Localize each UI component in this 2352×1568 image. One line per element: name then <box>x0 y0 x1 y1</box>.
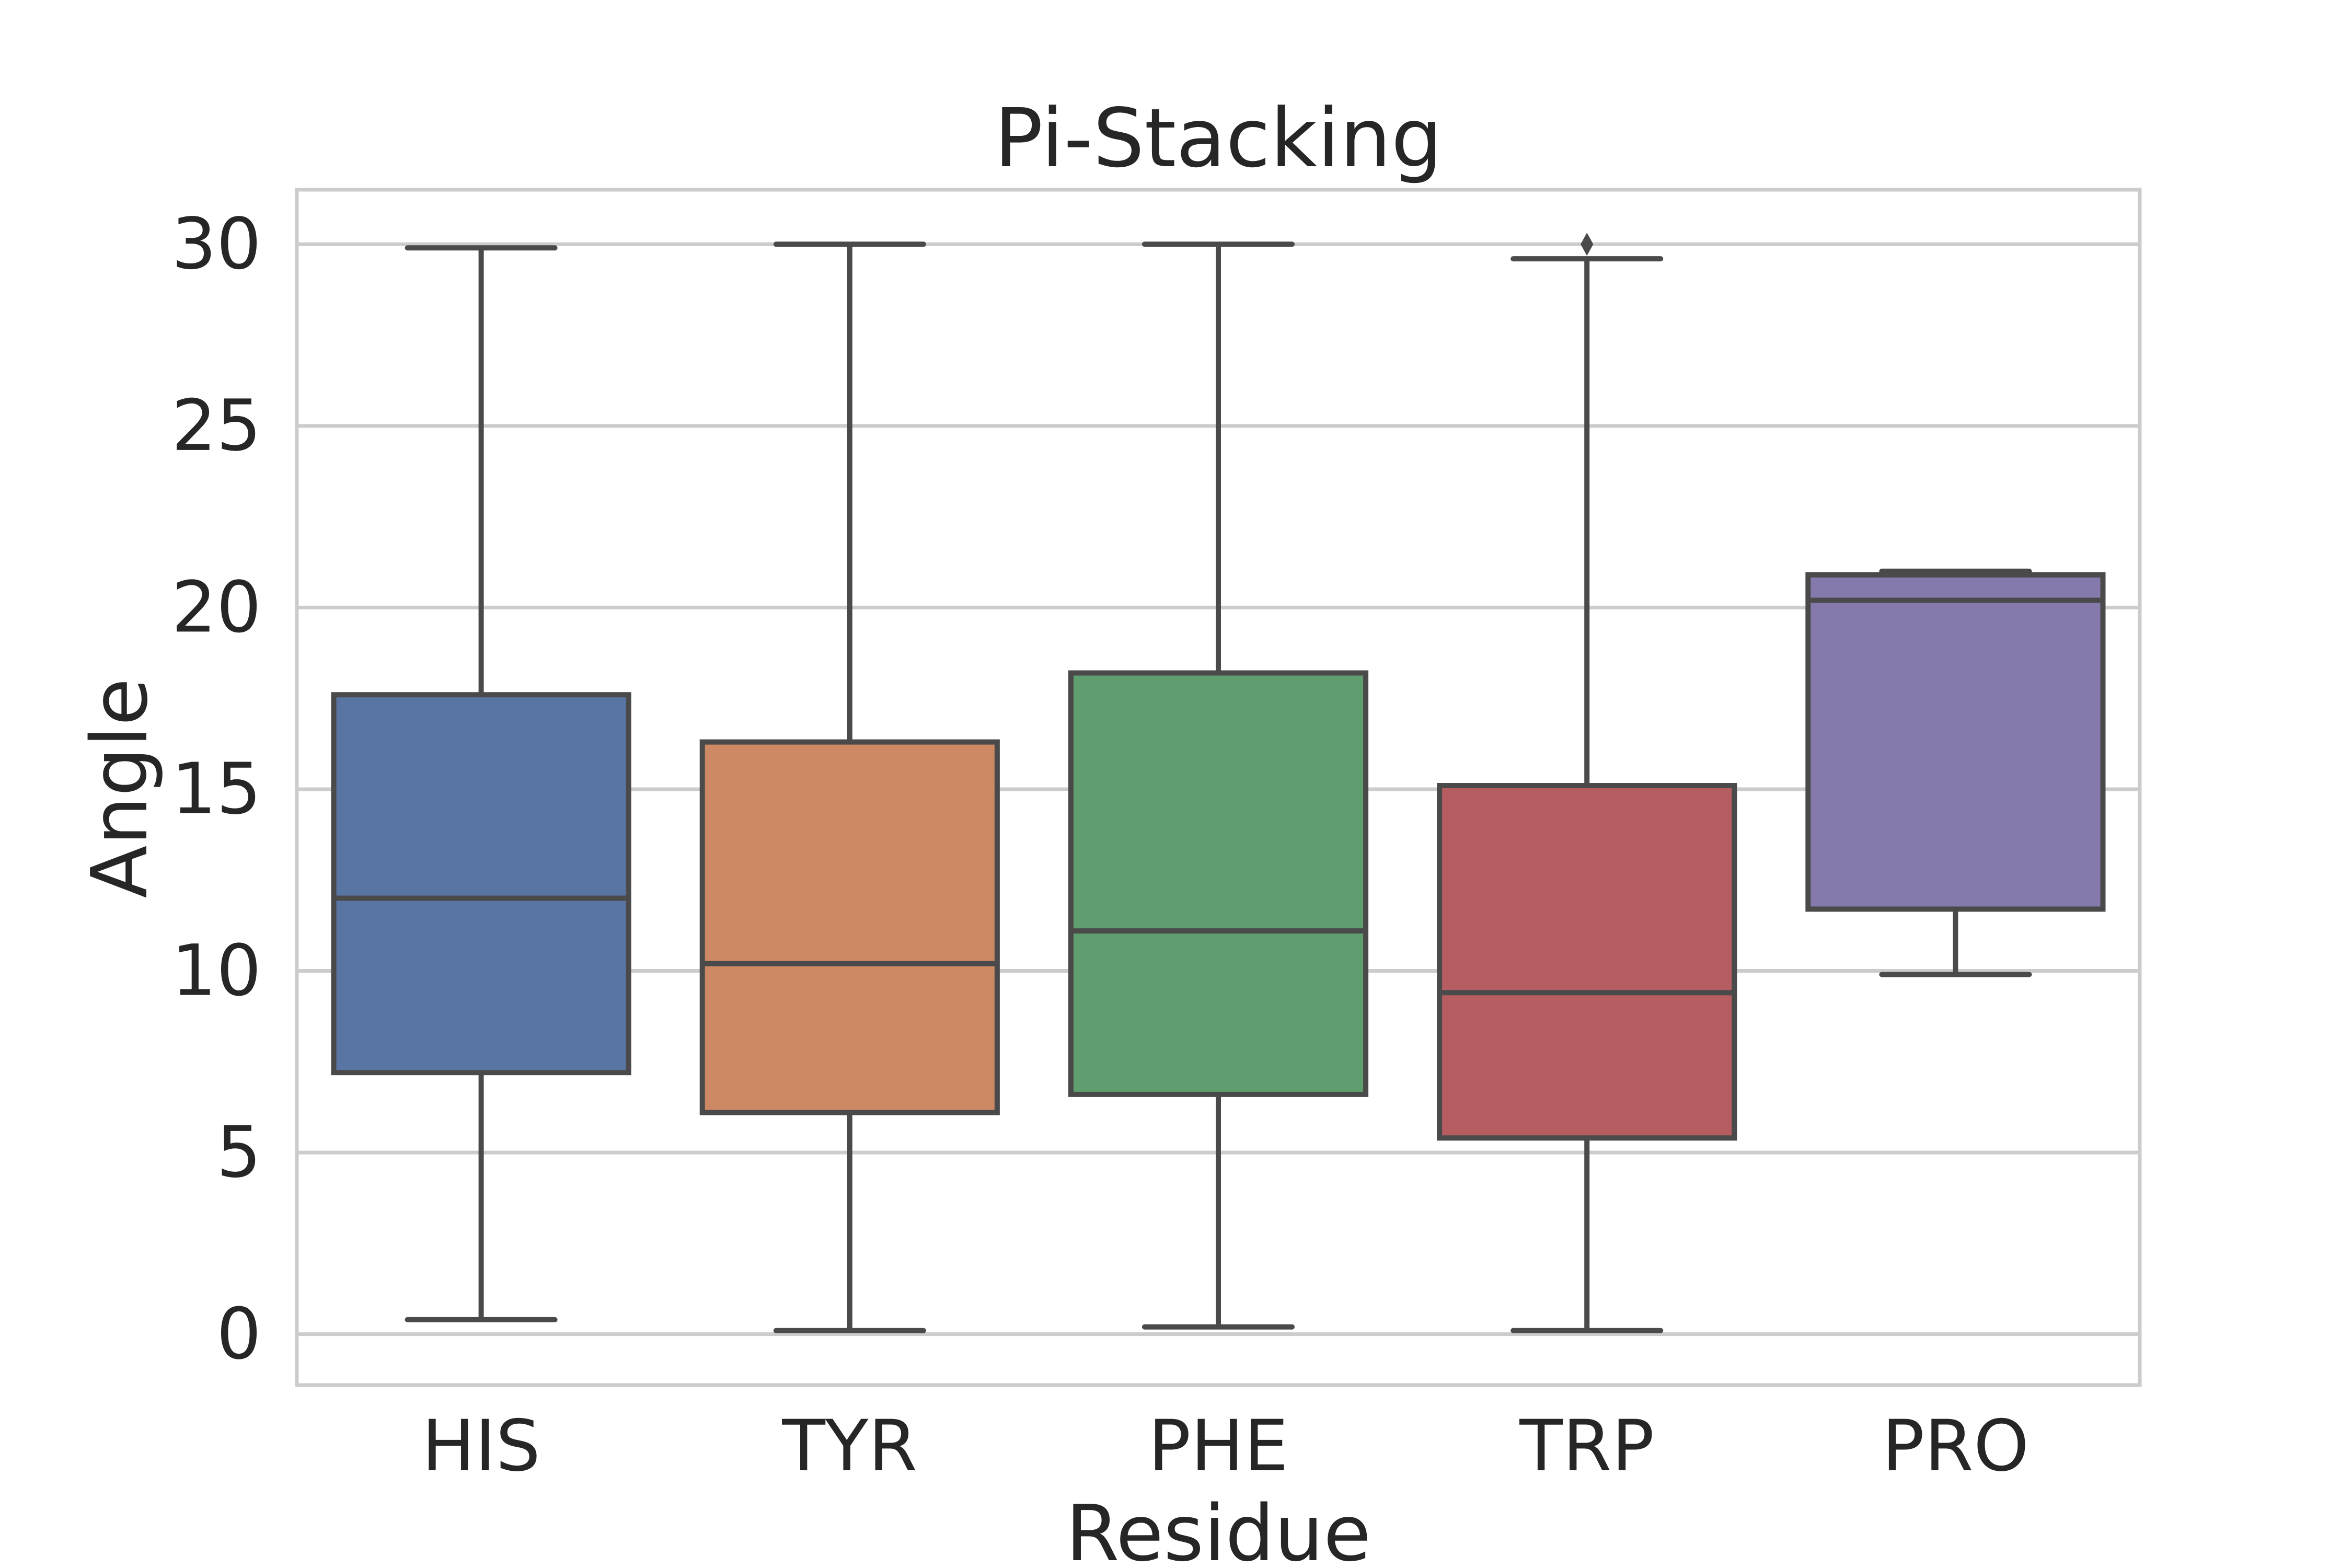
x-tick-label: PRO <box>1882 1405 2029 1487</box>
plot-area-frame <box>295 188 2142 1387</box>
box-iqr-tyr <box>699 739 1000 1115</box>
box-pro <box>1805 568 2106 977</box>
y-tick-label: 10 <box>171 930 261 1012</box>
box-iqr-phe <box>1068 670 1369 1097</box>
box-trp <box>1437 233 1737 1333</box>
box-tyr <box>699 241 1000 1333</box>
y-tick-label: 5 <box>216 1111 261 1193</box>
y-tick-labels: 0 5 10 15 20 25 30 <box>171 203 261 1375</box>
y-tick-label: 15 <box>171 748 261 830</box>
y-tick-label: 30 <box>171 203 261 285</box>
box-plots <box>331 233 2106 1333</box>
x-tick-label: HIS <box>422 1405 540 1487</box>
box-iqr-trp <box>1437 783 1737 1141</box>
x-tick-labels: HIS TYR PHE TRP PRO <box>422 1405 2029 1487</box>
y-tick-label: 25 <box>171 385 261 467</box>
x-tick-label: TYR <box>781 1405 917 1487</box>
box-phe <box>1068 241 1369 1330</box>
outlier-trp <box>1581 233 1594 256</box>
x-tick-label: TRP <box>1519 1405 1654 1487</box>
chart-title: Pi-Stacking <box>994 91 1443 186</box>
box-iqr-pro <box>1805 572 2106 912</box>
x-axis-label: Residue <box>1066 1489 1371 1568</box>
y-tick-label: 20 <box>171 566 261 648</box>
y-tick-label: 0 <box>216 1293 261 1375</box>
x-tick-label: PHE <box>1148 1405 1288 1487</box>
box-his <box>331 245 631 1322</box>
y-axis-label: Angle <box>75 678 165 898</box>
box-iqr-his <box>331 692 631 1076</box>
